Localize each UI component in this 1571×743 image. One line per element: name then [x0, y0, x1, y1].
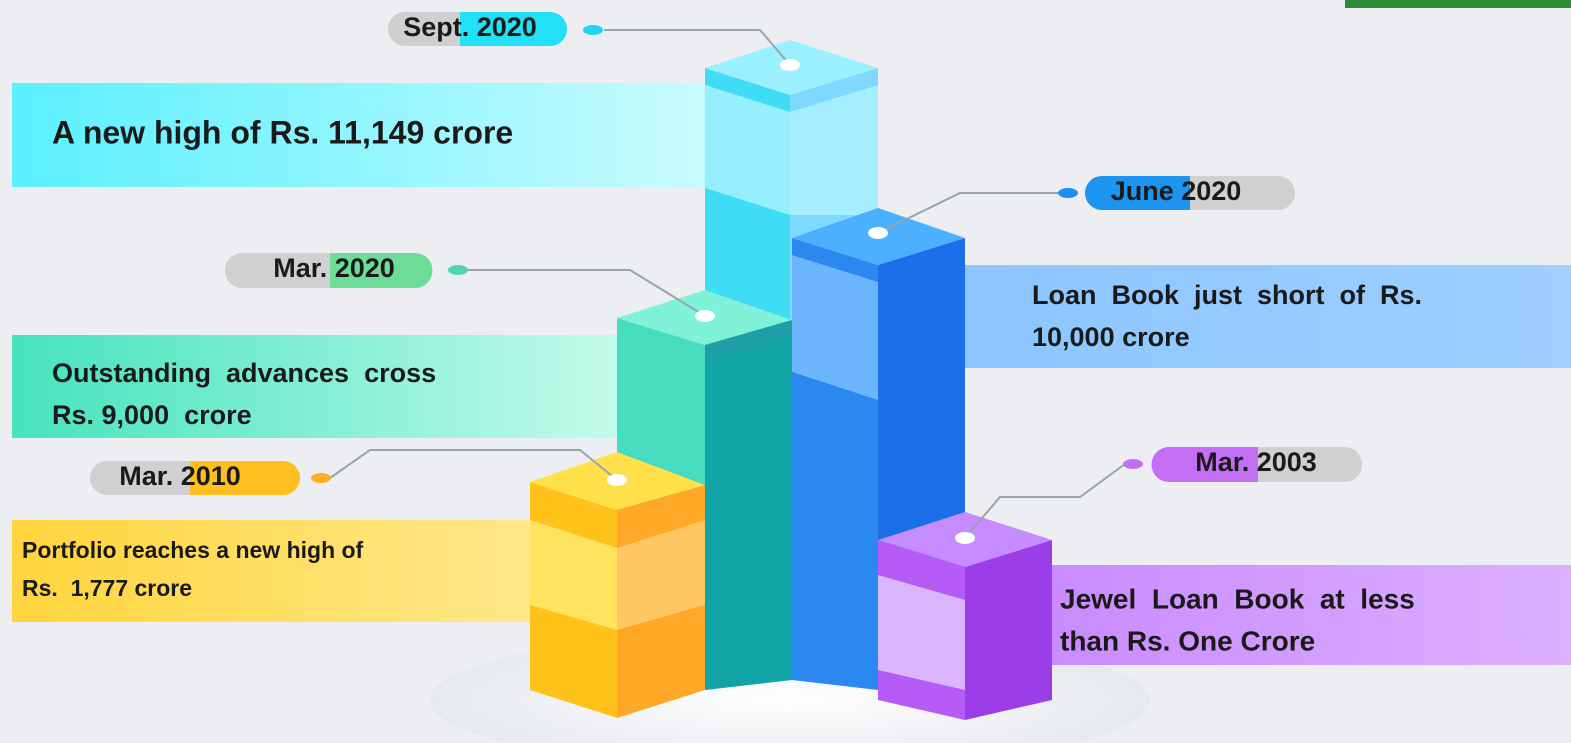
- banner: [12, 83, 705, 187]
- milestone-text: A new high of Rs. 11,149 crore: [52, 114, 513, 150]
- milestone-text: Portfolio reaches a new high of: [22, 537, 364, 563]
- pills: [90, 12, 1362, 495]
- date-label: Mar. 2020: [273, 253, 395, 283]
- milestone-text: than Rs. One Crore: [1060, 625, 1315, 656]
- banner: [965, 265, 1571, 368]
- column: [530, 452, 705, 718]
- milestone-text: Outstanding advances cross: [52, 358, 436, 388]
- milestone-text: Rs. 9,000 crore: [52, 400, 252, 430]
- date-label: Mar. 2003: [1195, 447, 1317, 477]
- date-label: Mar. 2010: [119, 461, 241, 491]
- milestone-text: Loan Book just short of Rs.: [1032, 280, 1422, 310]
- date-label: June 2020: [1111, 176, 1242, 206]
- milestone-text: 10,000 crore: [1032, 322, 1190, 352]
- banner: [12, 520, 530, 622]
- milestone-text: Jewel Loan Book at less: [1060, 583, 1415, 614]
- logo-strip: [1345, 0, 1571, 8]
- dots: [311, 25, 1143, 544]
- banner: [12, 335, 617, 438]
- date-label: Sept. 2020: [403, 12, 537, 42]
- banner: [1052, 565, 1571, 665]
- milestone-text: Rs. 1,777 crore: [22, 575, 192, 601]
- connectors: [329, 29, 1126, 539]
